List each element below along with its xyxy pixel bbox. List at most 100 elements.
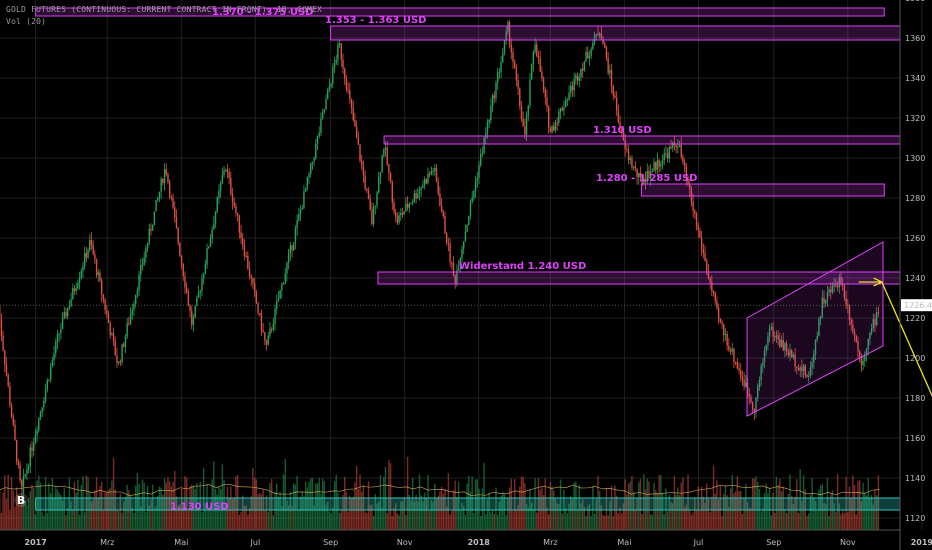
volume-bar — [191, 484, 193, 530]
x-tick-label: Mrz — [543, 538, 557, 547]
candle-body — [223, 170, 225, 176]
candle-body — [129, 314, 132, 324]
candle-body — [541, 71, 543, 79]
volume-bar — [327, 501, 329, 530]
volume-bar — [796, 479, 798, 530]
volume-bar — [257, 494, 259, 530]
candle-body — [70, 299, 72, 307]
candle-body — [870, 328, 873, 333]
volume-bars — [0, 456, 880, 530]
volume-bar — [471, 476, 473, 530]
candle-body — [784, 343, 786, 351]
volume-bar — [53, 496, 55, 530]
price-zone — [35, 7, 885, 17]
volume-bar — [32, 488, 35, 530]
volume-bar — [833, 503, 835, 530]
volume-bar — [823, 502, 825, 530]
candle-body — [729, 349, 732, 352]
candle-body — [65, 311, 67, 317]
volume-bar — [177, 505, 179, 530]
x-tick-label: Sep — [766, 538, 781, 547]
volume-bar — [512, 510, 514, 530]
candle-body — [422, 185, 424, 188]
volume-bar — [197, 507, 200, 530]
candle-body — [748, 393, 750, 397]
candle-body — [230, 178, 232, 194]
candle-body — [442, 211, 444, 216]
candle-body — [559, 108, 562, 112]
candle-body — [350, 98, 353, 108]
candle-body — [515, 67, 518, 81]
candle-body — [233, 202, 235, 207]
volume-bar — [342, 495, 344, 530]
volume-bar — [378, 501, 380, 530]
candle-body — [587, 52, 589, 59]
candle-body — [413, 193, 416, 202]
candle-body — [83, 252, 86, 267]
candle-body — [699, 230, 701, 238]
candle-body — [145, 247, 147, 258]
candle-body — [474, 180, 477, 191]
candle-body — [381, 155, 383, 173]
candle-body — [502, 52, 504, 63]
candle-body — [479, 154, 482, 166]
candle-body — [175, 217, 178, 229]
volume-bar — [362, 485, 365, 530]
volume-bar — [629, 481, 631, 530]
candles — [0, 19, 880, 493]
volume-bar — [89, 491, 91, 530]
volume-bar — [48, 483, 50, 530]
candle-body — [512, 52, 514, 62]
volume-bar — [87, 477, 89, 530]
volume-bar — [870, 494, 873, 530]
candle-body — [619, 122, 621, 130]
volume-bar — [811, 478, 813, 530]
volume-bar — [689, 509, 691, 530]
volume-bar — [719, 486, 722, 530]
candle-body — [281, 283, 283, 291]
volume-bar — [711, 496, 713, 530]
volume-bar — [22, 484, 25, 530]
candle-body — [733, 348, 735, 363]
candle-body — [155, 200, 157, 212]
candle-body — [804, 365, 807, 376]
volume-bar — [417, 501, 419, 530]
volume-bar — [522, 477, 524, 530]
candle-body — [553, 126, 555, 131]
candle-body — [27, 466, 30, 469]
candle-body — [420, 187, 422, 190]
candle-body — [301, 208, 303, 210]
volume-bar — [206, 483, 208, 530]
candle-body — [716, 300, 718, 309]
volume-bar — [21, 483, 23, 530]
candle-body — [163, 169, 166, 184]
candle-body — [797, 368, 800, 371]
candle-body — [330, 83, 332, 87]
volume-bar — [806, 515, 808, 530]
candle-body — [740, 370, 742, 377]
candle-body — [831, 285, 834, 293]
candle-body — [250, 276, 252, 279]
volume-bar — [792, 503, 795, 530]
volume-bar — [287, 505, 290, 530]
volume-bar — [702, 496, 705, 530]
volume-bar — [809, 494, 812, 530]
candle-body — [811, 362, 813, 368]
candle-body — [546, 97, 548, 107]
volume-bar — [58, 492, 60, 530]
candle-body — [665, 153, 667, 155]
volume-bar — [92, 499, 94, 530]
candle-body — [447, 243, 450, 245]
volume-bar — [435, 497, 438, 530]
volume-bar — [333, 481, 336, 530]
candle-body — [607, 57, 609, 74]
volume-bar — [459, 509, 461, 530]
x-tick-label: Nov — [840, 538, 856, 547]
volume-bar — [632, 491, 635, 530]
candle-body — [44, 389, 47, 401]
volume-bar — [741, 513, 744, 530]
candle-body — [605, 47, 608, 58]
candle-body — [621, 129, 623, 131]
